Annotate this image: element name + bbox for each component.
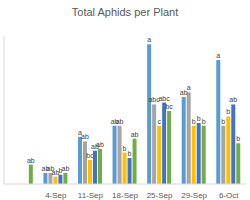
svg-text:ab: ab [41,164,50,172]
svg-text:b: b [123,145,127,152]
svg-text:ab: ab [91,142,99,150]
svg-text:ab: ab [81,133,89,140]
svg-text:b: b [221,118,225,125]
svg-text:b: b [192,118,196,125]
svg-text:b: b [58,166,63,174]
svg-text:ab: ab [46,164,55,172]
svg-text:ab: ab [96,141,104,148]
svg-text:b: b [236,135,240,142]
svg-text:c: c [157,118,161,125]
svg-text:b: b [128,150,132,157]
svg-text:ab: ab [131,131,139,138]
svg-text:a: a [216,52,220,59]
svg-text:b: b [202,118,206,125]
svg-text:a: a [147,36,151,43]
svg-text:ab: ab [27,157,35,164]
svg-text:ab: ab [62,165,70,172]
svg-text:4-Sep: 4-Sep [45,191,67,200]
svg-text:18-Sep: 18-Sep [112,191,138,200]
svg-text:abc: abc [148,96,160,104]
svg-text:29-Sep: 29-Sep [181,191,207,200]
svg-text:ab: ab [179,89,188,97]
svg-text:11-Sep: 11-Sep [78,191,104,200]
svg-text:ab: ab [116,118,124,125]
svg-text:bc: bc [165,103,173,110]
svg-text:ab: ab [229,96,237,103]
svg-text:bc: bc [86,152,94,159]
html-text:Total Aphids per Plant: Total Aphids per Plant [71,6,179,18]
svg-text:abc: abc [158,95,170,102]
svg-text:ab: ab [110,117,119,125]
svg-text:a: a [187,84,191,91]
svg-text:b: b [197,115,201,122]
svg-text:6-Oct: 6-Oct [219,191,239,200]
svg-text:b: b [226,108,230,115]
svg-text:ab: ab [51,168,60,176]
svg-text:25-Sep: 25-Sep [147,191,173,200]
svg-text:a: a [78,128,82,136]
